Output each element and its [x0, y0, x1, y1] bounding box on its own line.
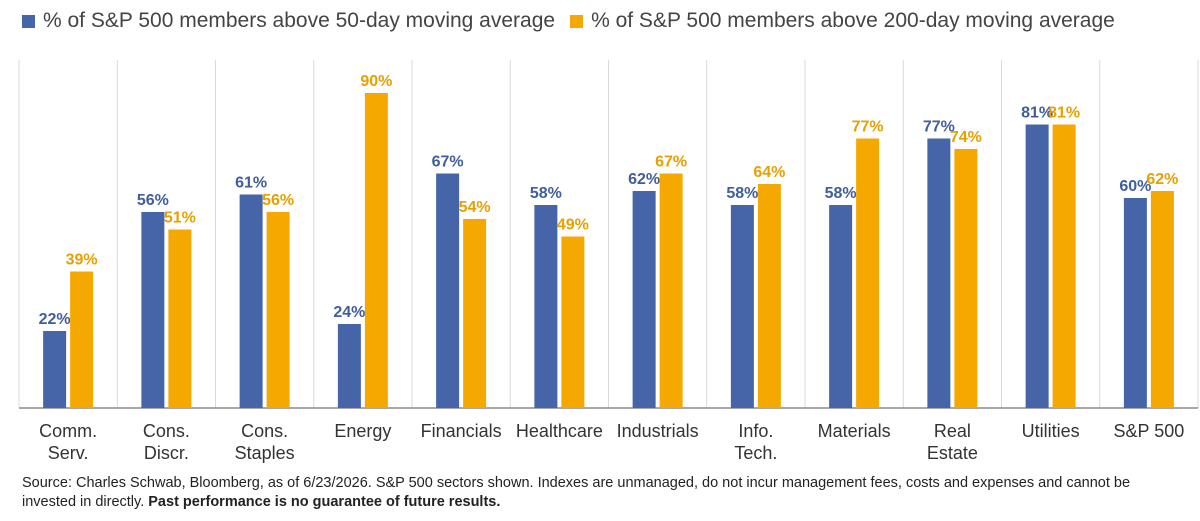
category-label-info-tech: Tech.	[734, 443, 777, 463]
data-label-industrials-series-1: 62%	[628, 171, 660, 188]
bar-cons-discr-series-1	[141, 212, 165, 408]
legend-label-50-day: % of S&P 500 members above 50-day moving…	[43, 9, 556, 32]
category-label-healthcare: Healthcare	[516, 421, 603, 441]
chart-legend: % of S&P 500 members above 50-day moving…	[22, 9, 1130, 33]
data-label-financials-series-2: 54%	[459, 199, 491, 216]
bar-real-estate-series-1	[927, 138, 951, 408]
bar-cons-staples-series-2	[266, 212, 290, 408]
category-label-utilities: Utilities	[1022, 421, 1080, 441]
category-label-cons-discr: Discr.	[144, 443, 189, 463]
bar-chart: 22%39%Comm.Serv.56%51%Cons.Discr.61%56%C…	[18, 60, 1199, 463]
bar-healthcare-series-1	[534, 205, 558, 408]
category-label-comm-serv: Comm.	[39, 421, 97, 441]
bar-utilities-series-1	[1025, 124, 1049, 408]
data-label-real-estate-series-2: 74%	[950, 129, 982, 146]
data-label-energy-series-2: 90%	[360, 73, 392, 90]
bar-financials-series-2	[463, 219, 487, 408]
category-label-materials: Materials	[818, 421, 891, 441]
category-label-info-tech: Info.	[738, 421, 773, 441]
bar-info-tech-series-2	[757, 184, 781, 408]
data-label-info-tech-series-1: 58%	[726, 185, 758, 202]
bar-s-p-500-series-2	[1150, 191, 1174, 408]
data-label-cons-discr-series-2: 51%	[164, 210, 196, 227]
bar-real-estate-series-2	[954, 149, 978, 408]
data-label-utilities-series-1: 81%	[1021, 105, 1053, 122]
data-label-comm-serv-series-1: 22%	[39, 311, 71, 328]
bar-cons-staples-series-1	[239, 194, 263, 408]
category-label-cons-staples: Cons.	[241, 421, 288, 441]
data-label-healthcare-series-1: 58%	[530, 185, 562, 202]
legend-swatch-200-day	[570, 14, 584, 28]
bar-comm-serv-series-1	[43, 331, 67, 408]
category-label-financials: Financials	[421, 421, 502, 441]
category-label-energy: Energy	[334, 421, 391, 441]
bar-industrials-series-1	[632, 191, 656, 408]
data-label-utilities-series-2: 81%	[1048, 105, 1080, 122]
data-label-real-estate-series-1: 77%	[923, 119, 955, 136]
data-label-s-p-500-series-1: 60%	[1119, 178, 1151, 195]
data-label-cons-discr-series-1: 56%	[137, 192, 169, 209]
category-label-real-estate: Real	[934, 421, 971, 441]
bar-s-p-500-series-1	[1123, 198, 1147, 408]
bar-energy-series-1	[337, 324, 361, 408]
category-label-comm-serv: Serv.	[48, 443, 89, 463]
bar-industrials-series-2	[659, 173, 683, 408]
bar-cons-discr-series-2	[168, 229, 192, 408]
source-text: Source: Charles Schwab, Bloomberg, as of…	[22, 475, 1131, 510]
source-note: Source: Charles Schwab, Bloomberg, as of…	[22, 474, 1182, 512]
data-label-industrials-series-2: 67%	[655, 154, 687, 171]
data-label-financials-series-1: 67%	[432, 154, 464, 171]
category-label-industrials: Industrials	[617, 421, 699, 441]
category-label-real-estate: Estate	[927, 443, 978, 463]
legend-item-50-day: % of S&P 500 members above 50-day moving…	[22, 9, 555, 33]
data-label-healthcare-series-2: 49%	[557, 217, 589, 234]
bar-comm-serv-series-2	[70, 271, 94, 408]
data-label-materials-series-1: 58%	[825, 185, 857, 202]
data-label-energy-series-1: 24%	[333, 304, 365, 321]
legend-swatch-50-day	[22, 14, 35, 28]
bar-materials-series-1	[829, 205, 853, 408]
bar-financials-series-1	[436, 173, 460, 408]
data-label-info-tech-series-2: 64%	[753, 164, 785, 181]
data-label-materials-series-2: 77%	[852, 119, 884, 136]
category-label-s-p-500: S&P 500	[1114, 421, 1185, 441]
legend-label-200-day: % of S&P 500 members above 200-day movin…	[591, 9, 1115, 32]
bar-healthcare-series-2	[561, 236, 585, 408]
category-label-cons-discr: Cons.	[143, 421, 190, 441]
bar-info-tech-series-1	[730, 205, 754, 408]
data-label-s-p-500-series-2: 62%	[1146, 171, 1178, 188]
disclaimer-text: Past performance is no guarantee of futu…	[148, 494, 501, 510]
data-label-comm-serv-series-2: 39%	[66, 252, 98, 269]
bar-utilities-series-2	[1052, 124, 1076, 408]
bar-materials-series-2	[856, 138, 880, 408]
category-label-cons-staples: Staples	[235, 443, 295, 463]
data-label-cons-staples-series-1: 61%	[235, 175, 267, 192]
bar-energy-series-2	[364, 93, 388, 408]
legend-item-200-day: % of S&P 500 members above 200-day movin…	[570, 9, 1115, 33]
data-label-cons-staples-series-2: 56%	[262, 192, 294, 209]
